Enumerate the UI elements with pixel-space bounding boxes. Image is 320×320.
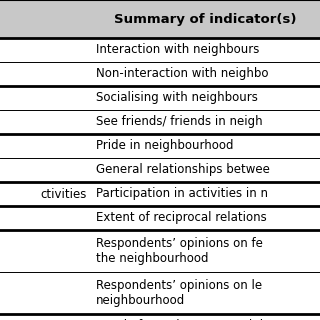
Text: Interaction with neighbours: Interaction with neighbours [96, 44, 260, 57]
Text: Level of attachment to neigh: Level of attachment to neigh [96, 319, 268, 320]
Bar [0, 230, 320, 272]
Bar [0, 314, 320, 320]
Bar [0, 110, 320, 134]
Text: Pride in neighbourhood: Pride in neighbourhood [96, 140, 234, 153]
Text: Non-interaction with neighbo: Non-interaction with neighbo [96, 68, 269, 81]
Bar [0, 62, 320, 86]
Text: Extent of reciprocal relations: Extent of reciprocal relations [96, 212, 267, 225]
Text: Socialising with neighbours: Socialising with neighbours [96, 92, 258, 105]
Bar [0, 134, 320, 158]
Text: See friends/ friends in neigh: See friends/ friends in neigh [96, 116, 263, 129]
Bar [0, 86, 320, 110]
Text: General relationships betwee: General relationships betwee [96, 164, 270, 177]
Bar [0, 38, 320, 62]
Text: urhood: urhood [46, 319, 87, 320]
Text: Summary of indicator(s): Summary of indicator(s) [114, 12, 297, 26]
Text: Respondents’ opinions on le
neighbourhood: Respondents’ opinions on le neighbourhoo… [96, 279, 262, 307]
Bar [0, 272, 320, 314]
Text: Respondents’ opinions on fe
the neighbourhood: Respondents’ opinions on fe the neighbou… [96, 237, 263, 265]
Bar [0, 158, 320, 182]
Bar [0, 182, 320, 206]
Text: ctivities: ctivities [41, 188, 87, 201]
Bar [0, 206, 320, 230]
Bar [0, 0, 320, 38]
Text: Participation in activities in n: Participation in activities in n [96, 188, 268, 201]
